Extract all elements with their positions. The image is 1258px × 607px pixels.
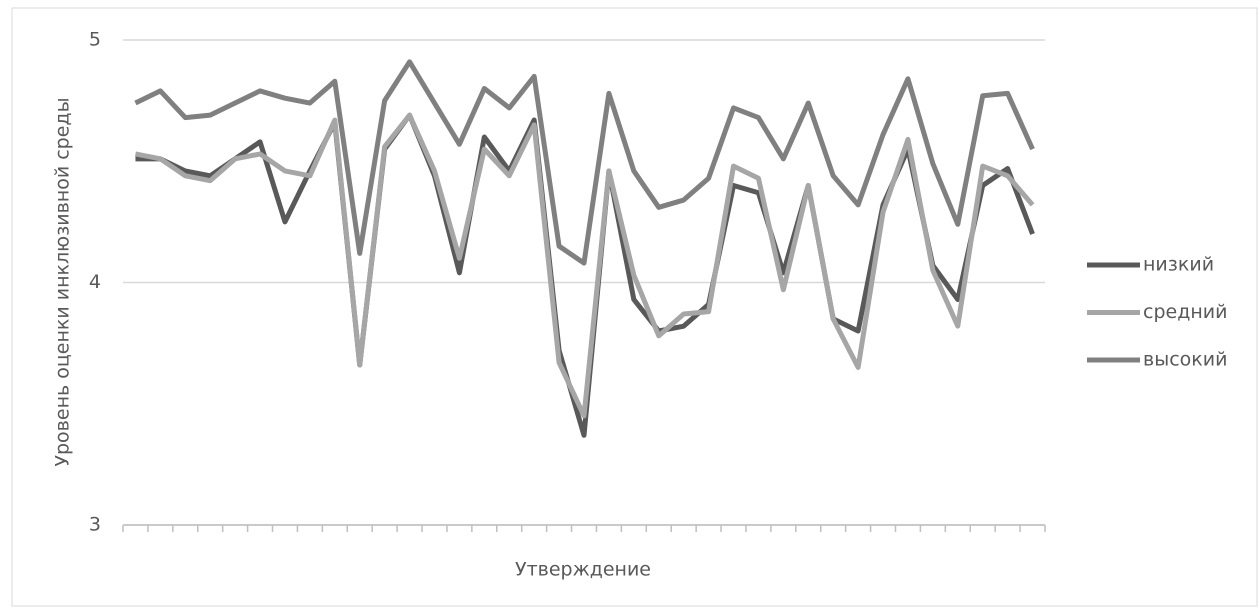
y-tick-label: 4 <box>89 271 101 293</box>
chart-frame <box>11 7 1258 607</box>
y-tick-label: 5 <box>89 29 101 51</box>
legend-label: низкий <box>1143 254 1214 276</box>
x-axis-title: Утверждение <box>515 559 651 581</box>
line-series <box>134 112 1035 419</box>
y-tick-label: 3 <box>89 514 101 536</box>
y-axis-title: Уровень оценки инклюзивной среды <box>52 97 74 466</box>
line-series <box>134 59 1035 266</box>
legend-label: средний <box>1143 301 1227 323</box>
legend-label: высокий <box>1143 349 1227 371</box>
